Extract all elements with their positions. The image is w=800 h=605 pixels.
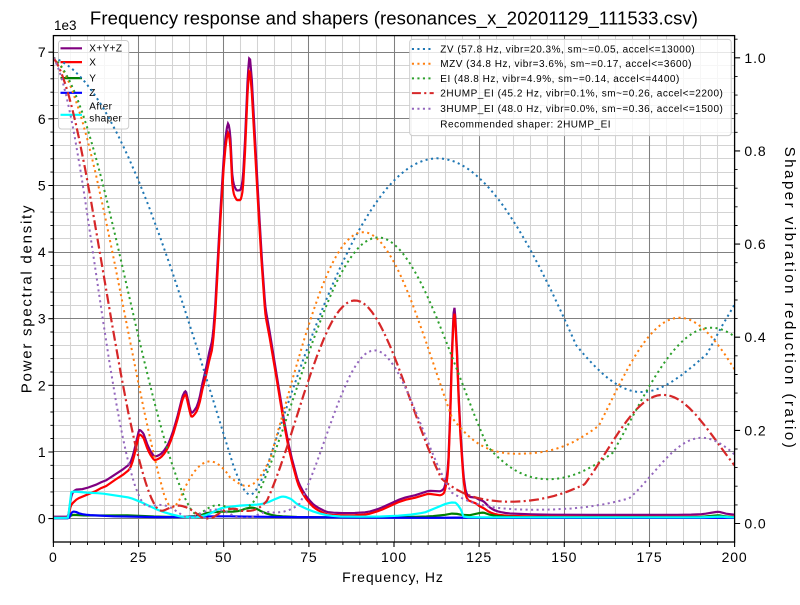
svg-text:7: 7 — [38, 44, 47, 60]
svg-text:75: 75 — [300, 549, 317, 565]
svg-text:MZV (34.8 Hz, vibr=3.6%, sm~=0: MZV (34.8 Hz, vibr=3.6%, sm~=0.17, accel… — [440, 59, 692, 70]
svg-text:After: After — [89, 102, 112, 113]
svg-text:6: 6 — [38, 111, 47, 127]
svg-text:Frequency, Hz: Frequency, Hz — [342, 569, 444, 585]
svg-text:200: 200 — [722, 549, 748, 565]
svg-text:0: 0 — [49, 549, 58, 565]
svg-text:4: 4 — [38, 244, 47, 260]
svg-text:Recommended shaper: 2HUMP_EI: Recommended shaper: 2HUMP_EI — [440, 120, 611, 131]
svg-text:ZV (57.8 Hz, vibr=20.3%, sm~=0: ZV (57.8 Hz, vibr=20.3%, sm~=0.05, accel… — [440, 44, 695, 55]
svg-text:Z: Z — [89, 88, 96, 99]
svg-text:Y: Y — [89, 74, 96, 85]
svg-text:X: X — [89, 58, 96, 69]
svg-text:3HUMP_EI (48.0 Hz, vibr=0.0%,: 3HUMP_EI (48.0 Hz, vibr=0.0%, sm~=0.36, … — [440, 104, 723, 115]
svg-text:Shaper vibration reduction (ra: Shaper vibration reduction (ratio) — [781, 147, 798, 450]
svg-text:50: 50 — [215, 549, 232, 565]
svg-text:0.0: 0.0 — [744, 516, 766, 532]
svg-text:2HUMP_EI (45.2 Hz, vibr=0.1%,: 2HUMP_EI (45.2 Hz, vibr=0.1%, sm~=0.26, … — [440, 89, 723, 100]
svg-text:0.6: 0.6 — [744, 236, 766, 252]
svg-text:0: 0 — [38, 511, 47, 527]
svg-text:1e3: 1e3 — [54, 18, 77, 33]
svg-text:0.4: 0.4 — [744, 329, 766, 345]
svg-text:shaper: shaper — [89, 113, 122, 124]
svg-text:EI (48.8 Hz, vibr=4.9%, sm~=0.: EI (48.8 Hz, vibr=4.9%, sm~=0.14, accel<… — [440, 74, 680, 85]
svg-text:1.0: 1.0 — [744, 50, 766, 66]
svg-text:25: 25 — [130, 549, 147, 565]
svg-text:175: 175 — [636, 549, 662, 565]
svg-text:2: 2 — [38, 377, 47, 393]
svg-text:0.8: 0.8 — [744, 143, 766, 159]
svg-text:0.2: 0.2 — [744, 422, 766, 438]
svg-text:150: 150 — [551, 549, 577, 565]
svg-text:5: 5 — [38, 178, 47, 194]
svg-text:Power spectral density: Power spectral density — [19, 204, 36, 393]
svg-text:1: 1 — [38, 444, 47, 460]
svg-text:3: 3 — [38, 311, 47, 327]
svg-text:100: 100 — [381, 549, 407, 565]
svg-text:Frequency response and shapers: Frequency response and shapers (resonanc… — [90, 8, 698, 30]
svg-text:125: 125 — [466, 549, 492, 565]
svg-text:X+Y+Z: X+Y+Z — [89, 44, 122, 55]
